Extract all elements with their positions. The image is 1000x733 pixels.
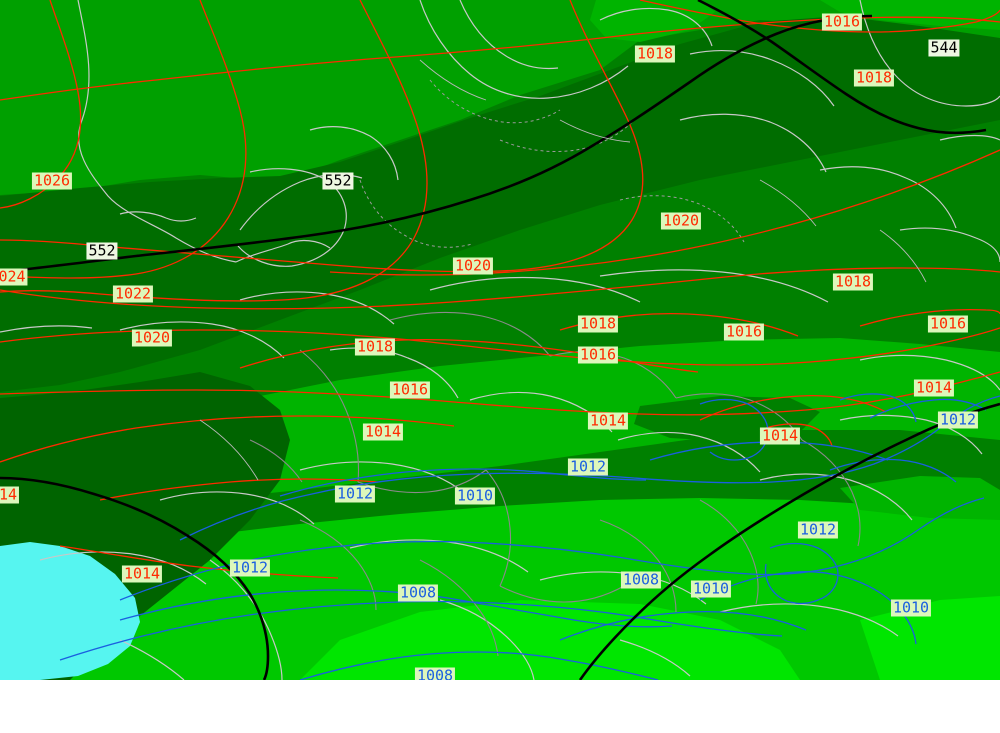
border-layer bbox=[359, 79, 745, 248]
contour-label: 1020 bbox=[452, 256, 494, 275]
isobar-1010d bbox=[764, 542, 839, 605]
isobar-1018b bbox=[239, 338, 699, 373]
height-contour-552b bbox=[0, 476, 270, 680]
contour-label: 1018 bbox=[634, 44, 676, 63]
contour-label: 1008 bbox=[414, 667, 456, 680]
contour-label: 1014 bbox=[587, 411, 629, 430]
contour-label: 1018 bbox=[853, 68, 895, 87]
contour-label: 1016 bbox=[821, 12, 863, 31]
contour-label: 1018 bbox=[832, 272, 874, 291]
contour-label: 1012 bbox=[334, 484, 376, 503]
isobar-1026 bbox=[0, 0, 82, 209]
contour-label: 1008 bbox=[620, 570, 662, 589]
contour-label: 1014 bbox=[913, 378, 955, 397]
fill-band-00c800-south bbox=[0, 498, 1000, 680]
isobar-1016b bbox=[639, 0, 1000, 33]
isobar-1008 bbox=[59, 600, 783, 661]
contour-label: 1018 bbox=[354, 337, 396, 356]
contour-label: 024 bbox=[0, 268, 28, 286]
height-contour-layer bbox=[0, 0, 1000, 680]
isobar-1012b bbox=[279, 468, 647, 497]
contour-label: 1016 bbox=[577, 345, 619, 364]
isobar-1014 bbox=[0, 371, 1000, 416]
contour-label: 1020 bbox=[131, 328, 173, 347]
height-contour-552 bbox=[0, 14, 873, 274]
fill-band-00e600-southmost bbox=[300, 600, 800, 680]
isobar-1010c bbox=[559, 611, 807, 641]
contour-label: 1022 bbox=[112, 284, 154, 303]
contour-label: 1012 bbox=[229, 558, 271, 577]
isobar-1012d bbox=[869, 398, 987, 419]
contour-label: 1018 bbox=[577, 314, 619, 333]
contour-label: 1012 bbox=[797, 520, 839, 539]
isobar-1008d bbox=[829, 458, 957, 483]
river-layer bbox=[199, 59, 927, 481]
contour-label: 552 bbox=[322, 171, 354, 190]
contour-label: 1010 bbox=[890, 598, 932, 617]
contour-label: 1014 bbox=[121, 564, 163, 583]
isobar-1014c bbox=[99, 478, 379, 501]
contour-label: 1020 bbox=[660, 211, 702, 230]
isobar-1016r bbox=[859, 309, 1000, 327]
contour-label: 1008 bbox=[397, 583, 439, 602]
border-layer-solid bbox=[249, 311, 861, 657]
fill-band-00a000-north bbox=[0, 0, 1000, 195]
isobar-1010 bbox=[119, 497, 985, 601]
height-contour-552c bbox=[578, 402, 1000, 680]
isobar-1008c bbox=[299, 651, 659, 680]
contour-label: 1010 bbox=[690, 579, 732, 598]
height-contour-544 bbox=[697, 0, 987, 135]
contour-label: 1014 bbox=[759, 426, 801, 445]
isobar-1014d bbox=[59, 545, 339, 579]
map-footer: Thickness 500/1000 hPa/SLP/Height 500 hP… bbox=[0, 680, 1000, 733]
contour-label: 1012 bbox=[567, 457, 609, 476]
contour-label: 1026 bbox=[31, 171, 73, 190]
contour-label: 552 bbox=[86, 241, 118, 260]
contour-label: 1016 bbox=[389, 380, 431, 399]
contour-label: 14 bbox=[0, 486, 20, 504]
isobar-1016 bbox=[0, 327, 1000, 366]
contour-label: 1014 bbox=[362, 422, 404, 441]
isobar-1024 bbox=[0, 0, 247, 279]
isobar-1012e bbox=[839, 393, 917, 423]
contour-label: 1010 bbox=[454, 486, 496, 505]
map-svg bbox=[0, 0, 1000, 680]
isobar-1014b bbox=[0, 415, 455, 463]
fill-band-00b400-blob2 bbox=[840, 476, 1000, 520]
contour-label: 1016 bbox=[723, 322, 765, 341]
fill-band-00b400-topright bbox=[590, 0, 715, 42]
fill-band-00e600-se bbox=[860, 596, 1000, 680]
isobar-1012 bbox=[179, 395, 1000, 541]
isobar-1018mid bbox=[0, 267, 1000, 310]
contour-label: 1012 bbox=[937, 410, 979, 429]
contour-label: 544 bbox=[928, 38, 960, 57]
contour-label: 1016 bbox=[927, 314, 969, 333]
isobar-1014e bbox=[699, 394, 887, 421]
fill-band-00b400-topright2 bbox=[820, 0, 1000, 30]
isobar-1020b bbox=[329, 149, 1000, 276]
weather-map-canvas[interactable]: 1016 544 1018 1018 1026 552 1020 552 1020 024 1018… bbox=[0, 0, 1000, 680]
isobar-1014f bbox=[759, 423, 833, 447]
isobar-1022 bbox=[0, 0, 428, 302]
